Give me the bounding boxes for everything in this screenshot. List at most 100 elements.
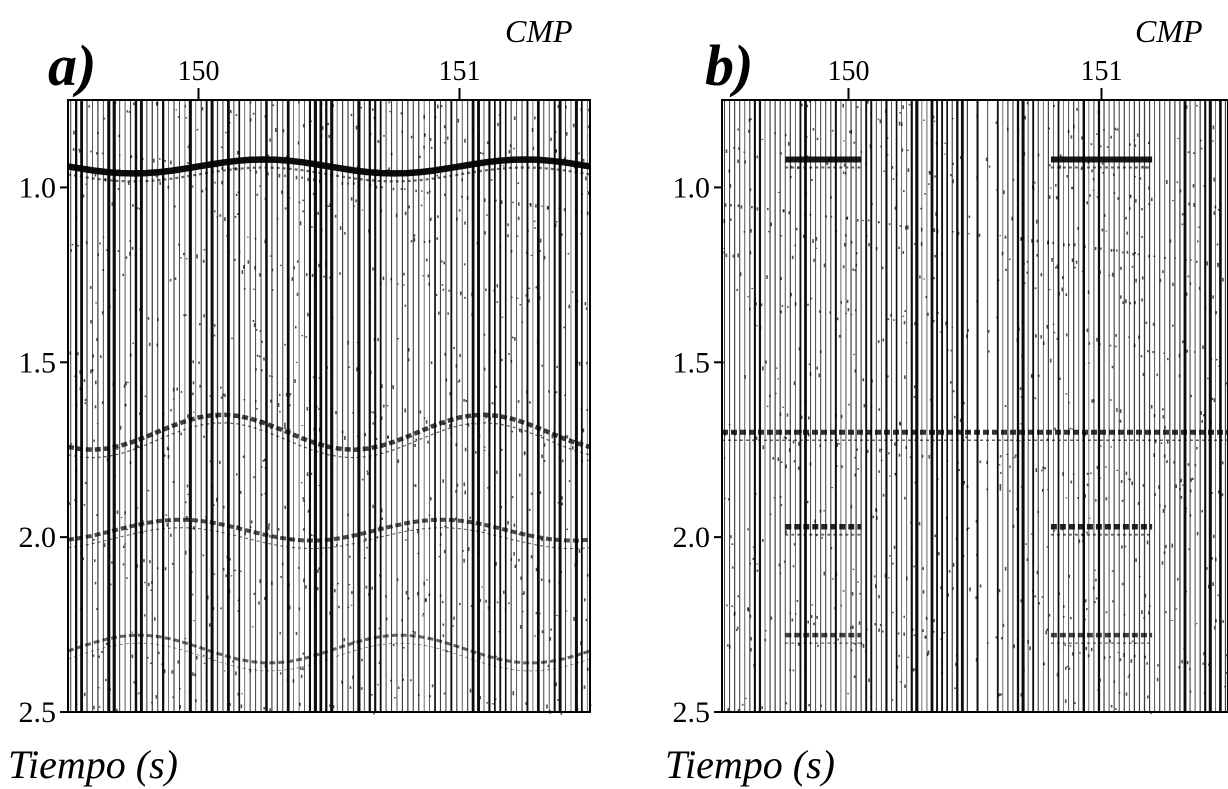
seismic-noise (1040, 273, 1043, 277)
seismic-noise (1141, 208, 1143, 211)
seismic-noise (501, 448, 503, 451)
seismic-noise (295, 631, 298, 635)
seismic-noise (415, 189, 417, 193)
seismic-noise (270, 399, 272, 403)
seismic-noise (1111, 272, 1114, 277)
seismic-noise (180, 391, 183, 393)
seismic-noise (567, 253, 570, 255)
seismic-noise (349, 555, 351, 558)
seismic-noise (1046, 546, 1049, 548)
seismic-noise (723, 361, 725, 364)
seismic-noise (207, 595, 209, 600)
seismic-noise (563, 156, 566, 161)
seismic-noise (1061, 528, 1064, 531)
seismic-noise (1179, 189, 1182, 193)
seismic-noise (847, 308, 850, 312)
seismic-noise (457, 118, 460, 123)
seismic-noise (1085, 599, 1087, 603)
seismic-noise (939, 331, 942, 333)
seismic-noise (124, 511, 126, 515)
seismic-noise (554, 130, 557, 134)
seismic-noise (328, 134, 330, 138)
cmp-tick-label: 151 (1081, 56, 1123, 87)
seismic-noise (889, 475, 891, 477)
seismic-noise (347, 340, 349, 345)
seismic-noise (453, 616, 455, 620)
seismic-noise (392, 187, 395, 191)
seismic-noise (576, 708, 579, 711)
seismic-noise (1126, 250, 1129, 254)
seismic-noise (578, 152, 580, 155)
seismic-noise (761, 706, 763, 710)
seismic-noise (329, 611, 331, 615)
seismic-noise (1056, 337, 1059, 340)
seismic-noise (203, 662, 206, 665)
seismic-noise (1212, 140, 1214, 142)
seismic-noise (1019, 387, 1022, 390)
seismic-noise (230, 110, 232, 114)
seismic-noise (365, 538, 367, 541)
seismic-noise (723, 251, 725, 254)
seismic-noise (752, 557, 755, 560)
seismic-noise (212, 606, 215, 610)
seismic-noise (148, 582, 150, 587)
seismic-noise (380, 416, 383, 421)
seismic-noise (1160, 442, 1163, 444)
seismic-noise (1123, 614, 1126, 616)
seismic-noise (348, 366, 351, 368)
seismic-noise (235, 193, 238, 196)
seismic-noise (743, 231, 746, 233)
seismic-noise (407, 358, 410, 362)
seismic-noise (936, 229, 939, 234)
seismic-noise (548, 579, 551, 583)
seismic-noise (299, 666, 302, 670)
seismic-noise (191, 593, 194, 596)
seismic-noise (950, 381, 952, 384)
seismic-noise (1210, 421, 1212, 425)
seismic-noise (138, 692, 140, 695)
seismic-noise (535, 204, 537, 208)
seismic-noise (1031, 239, 1033, 243)
seismic-noise (424, 599, 427, 602)
seismic-noise (375, 185, 378, 189)
seismic-noise (320, 134, 323, 138)
seismic-noise (269, 708, 271, 712)
seismic-noise (1140, 355, 1143, 358)
seismic-noise (68, 502, 70, 505)
seismic-noise (1178, 353, 1181, 358)
seismic-noise (116, 448, 119, 450)
seismic-noise (201, 189, 204, 193)
seismic-noise (75, 375, 78, 378)
seismic-noise (1121, 582, 1124, 586)
seismic-noise (808, 704, 810, 707)
seismic-noise (1073, 124, 1075, 129)
seismic-noise (186, 484, 189, 488)
seismic-noise (1105, 497, 1108, 501)
seismic-noise (445, 378, 448, 382)
seismic-noise (588, 191, 590, 195)
seismic-noise (261, 466, 263, 468)
seismic-noise (312, 192, 315, 196)
seismic-noise (261, 369, 263, 372)
seismic-noise (924, 636, 927, 638)
seismic-noise (356, 435, 359, 438)
seismic-noise (556, 365, 558, 368)
seismic-noise (1102, 172, 1104, 174)
seismic-noise (372, 411, 375, 414)
seismic-noise (271, 376, 273, 378)
seismic-noise (807, 303, 809, 306)
seismic-noise (905, 342, 908, 344)
seismic-noise (189, 111, 191, 115)
seismic-noise (1048, 127, 1050, 130)
seismic-noise (243, 399, 246, 401)
seismic-noise (147, 489, 150, 492)
seismic-noise (1113, 680, 1116, 683)
seismic-noise (1118, 691, 1121, 694)
seismic-noise (224, 217, 226, 221)
seismic-noise (136, 207, 139, 210)
seismic-noise (475, 451, 477, 454)
seismic-noise (155, 695, 158, 699)
seismic-noise (495, 655, 497, 657)
seismic-noise (1137, 502, 1140, 505)
seismic-noise (918, 522, 921, 526)
